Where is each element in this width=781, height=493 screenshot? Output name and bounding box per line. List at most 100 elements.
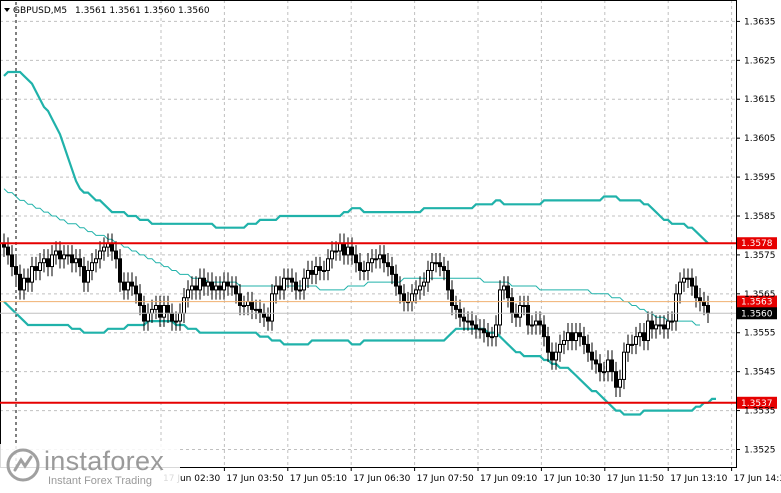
candle-body	[146, 312, 150, 322]
candle-body	[118, 258, 122, 283]
candle	[430, 252, 434, 281]
candle-body	[698, 297, 702, 303]
candle-body	[522, 304, 526, 307]
candle	[530, 315, 534, 335]
candle	[518, 295, 522, 327]
instaforex-mark-icon	[6, 448, 40, 482]
candle	[190, 276, 194, 300]
candle-body	[442, 266, 446, 271]
candle	[602, 361, 606, 382]
candle-body	[66, 254, 70, 257]
dropdown-triangle-icon[interactable]	[4, 8, 10, 12]
candle	[130, 272, 134, 296]
candle-body	[506, 285, 510, 299]
candle	[198, 268, 202, 300]
candle	[414, 280, 418, 304]
candle	[506, 276, 510, 308]
candle	[362, 260, 366, 281]
candle-body	[590, 351, 594, 361]
candle-body	[18, 273, 22, 291]
candle-body	[170, 312, 174, 322]
candle	[346, 237, 350, 265]
candle-body	[614, 371, 618, 388]
candle-body	[162, 304, 166, 318]
candle-body	[86, 269, 90, 283]
y-tick-label: 1.3535	[744, 407, 776, 417]
candle	[290, 268, 294, 292]
candle	[70, 245, 74, 273]
candle-body	[50, 254, 54, 268]
candle	[118, 249, 122, 292]
candle	[626, 334, 630, 362]
candle-body	[222, 281, 226, 291]
candle-body	[114, 250, 118, 260]
candle-body	[454, 304, 458, 310]
candle-body	[186, 289, 190, 299]
candle	[446, 260, 450, 300]
x-tick-label: 17 Jun 10:30	[543, 474, 600, 484]
candle	[34, 256, 38, 281]
candle-body	[650, 320, 654, 330]
candle-body	[622, 351, 626, 380]
candle	[594, 350, 598, 374]
y-tick-label: 1.3605	[744, 134, 776, 144]
candle	[242, 295, 246, 316]
x-tick-label: 17 Jun 14:30	[734, 474, 781, 484]
candle-body	[570, 332, 574, 342]
ask-tag-background	[737, 295, 777, 308]
candle-body	[546, 336, 550, 353]
candle	[54, 241, 58, 265]
candle-body	[670, 320, 674, 323]
candle-body	[646, 320, 650, 342]
candle	[42, 249, 46, 273]
candle-body	[502, 285, 506, 291]
candle-body	[338, 242, 342, 252]
candle-body	[538, 320, 542, 326]
candle-body	[62, 254, 66, 260]
candle-body	[470, 320, 474, 326]
candle-body	[158, 304, 162, 318]
candle-body	[234, 285, 238, 295]
candle-body	[294, 281, 298, 291]
candle-body	[334, 250, 338, 253]
candle-body	[474, 324, 478, 330]
candle	[330, 241, 334, 269]
candle	[58, 241, 62, 269]
candle-body	[202, 277, 206, 287]
candle-body	[374, 258, 378, 261]
candle	[494, 315, 498, 347]
candle	[274, 276, 278, 304]
candle	[298, 280, 302, 300]
y-tick-label: 1.3575	[744, 251, 776, 261]
candle-body	[378, 254, 382, 260]
price-axis[interactable]: 1.3635 1.3625 1.3615 1.3605 1.3595 1.3585 1.35…	[736, 17, 776, 455]
candle	[82, 256, 86, 292]
candle	[470, 311, 474, 335]
ask-tag: 1.3563	[737, 295, 777, 308]
candle-body	[594, 359, 598, 365]
candle	[238, 284, 242, 316]
time-axis[interactable]: 17 Jun 02:30 17 Jun 03:50 17 Jun 05:10 17 J…	[160, 467, 781, 484]
candle-body	[150, 308, 154, 314]
candle-body	[494, 324, 498, 338]
candle-body	[134, 285, 138, 295]
candle	[610, 350, 614, 382]
candle-body	[662, 324, 666, 330]
candle-body	[450, 289, 454, 306]
x-tick-label: 17 Jun 03:50	[226, 474, 283, 484]
candle-body	[302, 277, 306, 291]
candle-body	[678, 281, 682, 295]
candle-body	[438, 262, 442, 268]
candle-body	[278, 285, 282, 291]
candle-body	[314, 266, 318, 275]
candle	[606, 350, 610, 382]
candle	[226, 272, 230, 296]
candle-body	[274, 285, 278, 295]
candle-body	[250, 301, 254, 310]
candle-body	[214, 285, 218, 291]
candle-body	[354, 254, 358, 264]
candle-body	[370, 258, 374, 264]
